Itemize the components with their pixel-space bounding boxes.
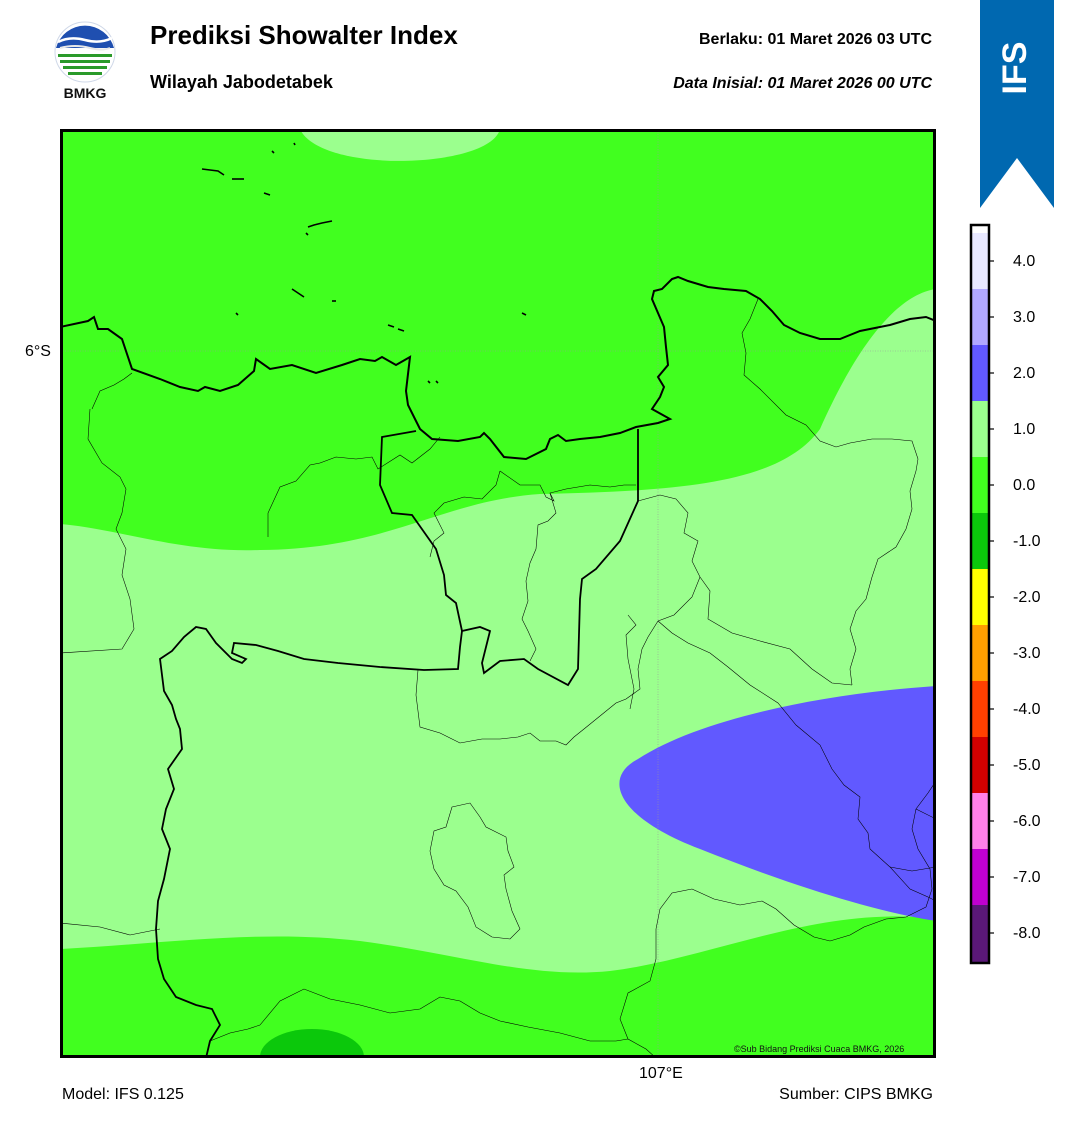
zone-0-to-1-north-patch	[302, 132, 499, 161]
colorbar-tick-label: -7.0	[1013, 869, 1041, 886]
province-boundary	[155, 429, 639, 1055]
ifs-ribbon: IFS	[980, 0, 1054, 210]
jakarta-boundary	[379, 430, 463, 632]
colorbar-swatch	[971, 345, 989, 401]
colorbar-tick-label: -2.0	[1013, 589, 1041, 606]
colorbar-swatch	[971, 681, 989, 737]
model-label: Model: IFS 0.125	[62, 1086, 184, 1103]
colorbar-swatch	[971, 793, 989, 849]
chart-title: Prediksi Showalter Index	[150, 20, 458, 50]
zone-1-to-2	[619, 686, 933, 921]
logo-text: BMKG	[64, 85, 107, 101]
map-panel	[60, 129, 936, 1058]
init-time: Data Inisial: 01 Maret 2026 00 UTC	[673, 75, 932, 92]
colorbar-tick-label: 4.0	[1013, 253, 1035, 270]
colorbar-swatch	[971, 289, 989, 345]
zone-minus2-to-minus1	[260, 1029, 364, 1055]
colorbar-frame	[969, 223, 991, 965]
ribbon-text: IFS	[996, 42, 1034, 95]
colorbar-swatch	[971, 737, 989, 793]
colorbar-swatch	[971, 569, 989, 625]
colorbar-tick-label: 2.0	[1013, 365, 1035, 382]
colorbar-svg: 4.0 3.0 2.0 1.0 0.0 -1.0 -2.0 -3.0 -4.0 -5.0 -6.0 -…	[969, 223, 1041, 965]
lon-label: 107°E	[639, 1065, 683, 1082]
colorbar-tick-label: 0.0	[1013, 477, 1035, 494]
bmkg-logo: BMKG	[50, 18, 120, 102]
source-label: Sumber: CIPS BMKG	[779, 1086, 933, 1103]
colorbar: 4.0 3.0 2.0 1.0 0.0 -1.0 -2.0 -3.0 -4.0 -5.0 -6.0 -…	[968, 222, 1068, 968]
colorbar-tick-label: -5.0	[1013, 757, 1041, 774]
ribbon-shape	[980, 0, 1054, 208]
colorbar-tick-label: -3.0	[1013, 645, 1041, 662]
colorbar-tick-label: -1.0	[1013, 533, 1041, 550]
colorbar-swatch	[971, 513, 989, 569]
colorbar-tick-label: -6.0	[1013, 813, 1041, 830]
colorbar-extension	[971, 225, 989, 233]
zone-minus1-to-0-south	[63, 916, 933, 1055]
colorbar-swatch	[971, 457, 989, 513]
lat-label: 6°S	[25, 343, 51, 360]
colorbar-swatch	[971, 233, 989, 289]
bmkg-logo-icon: BMKG	[54, 21, 116, 101]
colorbar-tick-label: 1.0	[1013, 421, 1035, 438]
colorbar-tick-label: -8.0	[1013, 925, 1041, 942]
colorbar-swatch	[971, 401, 989, 457]
colorbar-tick-label: 3.0	[1013, 309, 1035, 326]
colorbar-swatch	[971, 905, 989, 963]
colorbar-tick-label: -4.0	[1013, 701, 1041, 718]
region-subtitle: Wilayah Jabodetabek	[150, 72, 333, 92]
map-frame	[60, 129, 936, 1058]
colorbar-swatch	[971, 625, 989, 681]
colorbar-swatch	[971, 849, 989, 905]
coastline	[63, 275, 933, 461]
map-credit: ©Sub Bidang Prediksi Cuaca BMKG, 2026	[734, 1044, 905, 1054]
zone-minus1-to-0-north	[63, 132, 933, 551]
thousand-islands	[201, 142, 527, 384]
valid-time: Berlaku: 01 Maret 2026 03 UTC	[699, 31, 932, 48]
regency-boundaries	[63, 298, 933, 1055]
